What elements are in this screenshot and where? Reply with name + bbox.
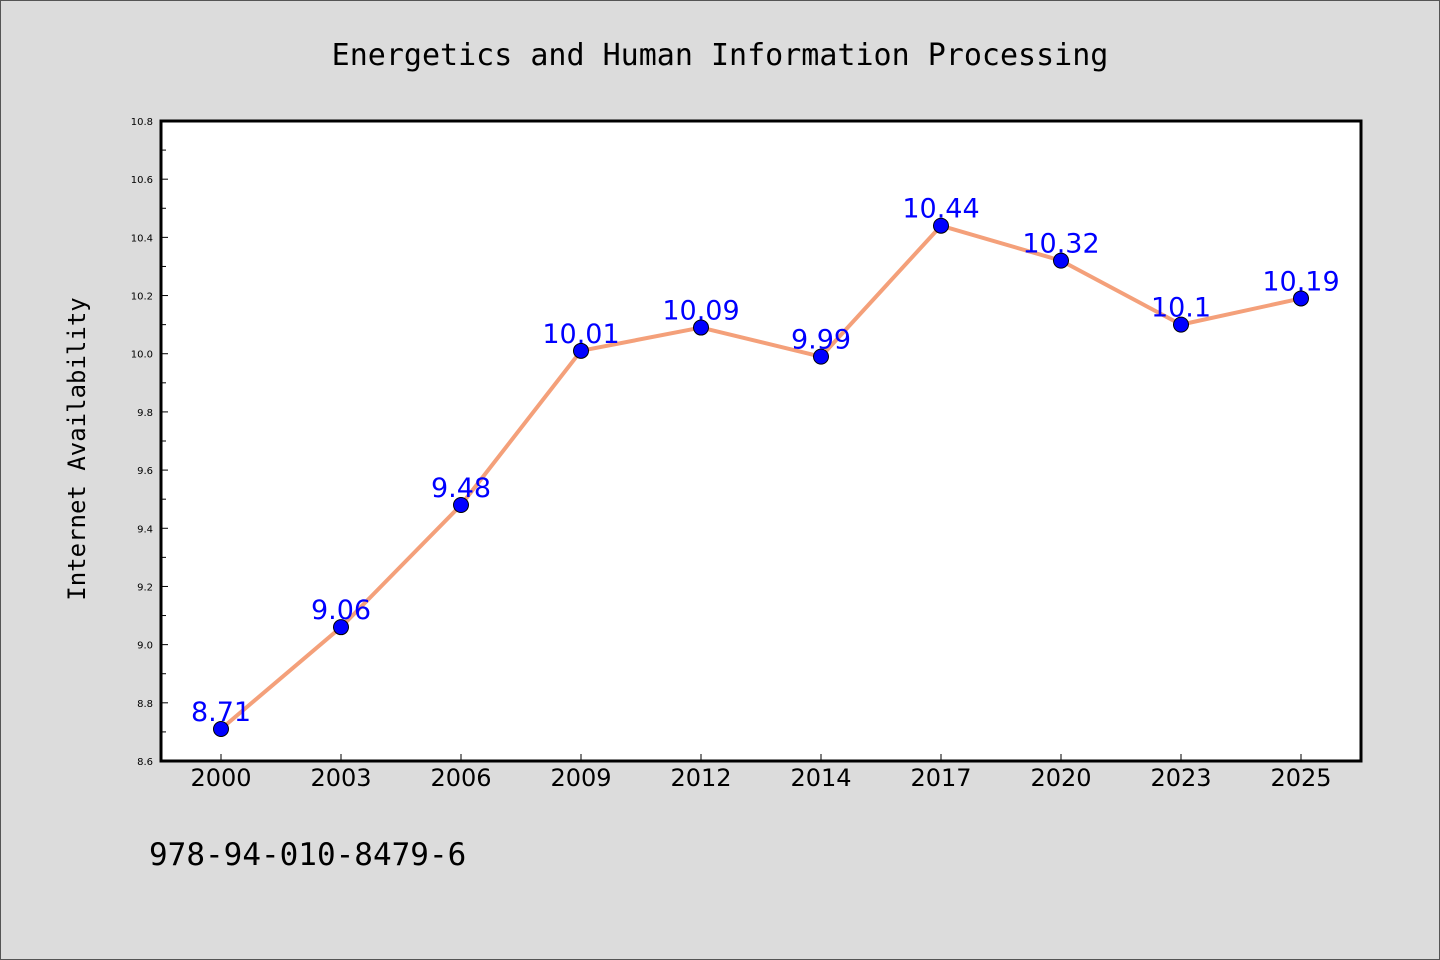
y-tick-label: 10.4 <box>131 233 153 244</box>
data-point <box>933 217 949 234</box>
y-tick-label: 10.2 <box>131 292 153 303</box>
x-tick-label: 2020 <box>1030 764 1091 792</box>
x-tick-label: 2003 <box>310 764 371 792</box>
data-label: 9.99 <box>791 325 851 356</box>
x-tick-label: 2014 <box>790 764 851 792</box>
x-tick-label: 2000 <box>190 764 251 792</box>
chart-title: Energetics and Human Information Process… <box>332 38 1109 73</box>
x-tick-label: 2017 <box>910 764 971 792</box>
data-label: 10.1 <box>1151 293 1211 324</box>
y-tick-label: 9.4 <box>137 524 153 535</box>
y-tick-label: 10.8 <box>131 117 153 128</box>
y-tick-label: 10.6 <box>131 175 153 186</box>
x-tick-label: 2006 <box>430 764 491 792</box>
footer-isbn: 978-94-010-8479-6 <box>149 837 466 873</box>
series-line <box>219 223 1302 731</box>
y-axis: 8.6 8.8 9.0 9.2 9.4 9.6 9.8 10.0 10.2 10.4 10.6 10.… <box>131 117 168 768</box>
data-point <box>333 619 349 636</box>
y-tick-label: 8.6 <box>137 757 153 768</box>
y-tick-label: 9.2 <box>137 582 153 593</box>
series: 8.71 9.06 9.48 10.01 10.09 9.99 10.44 10.32 10.1… <box>191 194 1340 737</box>
data-label: 10.01 <box>542 319 619 350</box>
x-tick-label: 2012 <box>670 764 731 792</box>
x-tick-label: 2023 <box>1150 764 1211 792</box>
y-axis-label: Internet Availability <box>63 297 91 600</box>
data-label: 10.19 <box>1262 266 1339 297</box>
data-label: 10.44 <box>902 194 979 225</box>
data-label: 10.32 <box>1022 229 1099 260</box>
y-tick-label: 9.6 <box>137 466 153 477</box>
data-label: 9.06 <box>311 595 371 626</box>
data-point <box>693 319 709 336</box>
data-point <box>1293 290 1309 307</box>
plot-area <box>159 119 1363 763</box>
data-point <box>1053 252 1069 269</box>
data-point <box>573 342 589 359</box>
data-label: 9.48 <box>431 473 491 504</box>
data-label: 10.09 <box>662 296 739 327</box>
y-tick-label: 8.8 <box>137 699 153 710</box>
data-point <box>213 721 229 737</box>
x-tick-label: 2025 <box>1270 764 1331 792</box>
y-tick-label: 9.0 <box>137 641 153 652</box>
data-point <box>813 348 829 365</box>
data-point <box>453 497 469 513</box>
y-tick-label: 10.0 <box>131 350 153 361</box>
data-point <box>1173 316 1189 333</box>
y-tick-label: 9.8 <box>137 408 153 419</box>
x-tick-label: 2009 <box>550 764 611 792</box>
data-label: 8.71 <box>191 697 251 728</box>
x-axis: 2000 2003 2006 2009 2012 2014 2017 2020 2023 2025 <box>190 754 1332 792</box>
